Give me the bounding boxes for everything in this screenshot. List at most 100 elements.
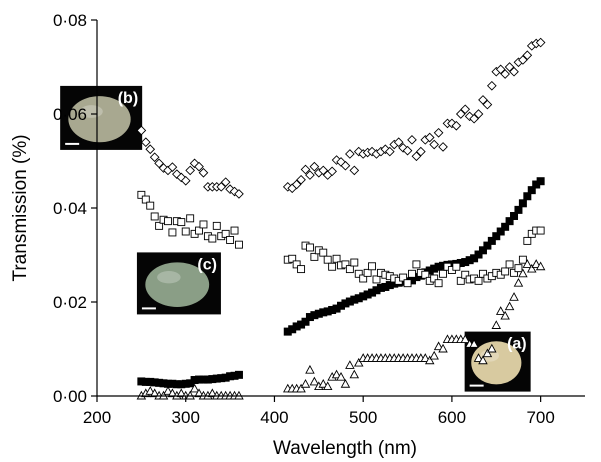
data-point <box>509 66 519 77</box>
data-point <box>208 234 217 243</box>
x-tick-label: 700 <box>526 408 554 427</box>
data-point <box>146 201 155 210</box>
data-point <box>535 261 546 271</box>
data-point <box>478 246 487 255</box>
egg-inset-c: (c) <box>136 252 221 315</box>
data-point <box>136 125 147 136</box>
data-point <box>381 282 390 291</box>
data-point <box>292 260 301 269</box>
data-point <box>322 381 333 391</box>
data-point <box>305 170 315 180</box>
data-point <box>359 292 368 301</box>
data-point <box>522 50 533 61</box>
data-point <box>376 283 385 292</box>
data-point <box>332 254 341 263</box>
data-point <box>167 162 178 172</box>
data-point <box>505 260 514 269</box>
data-point <box>425 266 434 275</box>
data-point <box>181 227 190 236</box>
data-point <box>336 371 346 381</box>
data-point <box>172 169 182 179</box>
data-point <box>500 69 510 79</box>
data-point <box>504 301 515 311</box>
data-point <box>510 211 519 220</box>
data-point <box>354 294 363 303</box>
egg-image <box>471 341 522 385</box>
data-point <box>429 350 439 360</box>
ticks: 200 300 400 500 600 700 0·00 0·02 0·04 0·06 0·08 <box>53 11 555 427</box>
data-point <box>447 260 456 269</box>
data-point <box>518 255 527 264</box>
data-point <box>155 221 164 230</box>
data-point <box>172 380 181 389</box>
data-point <box>327 166 337 177</box>
data-point <box>411 151 422 162</box>
data-point <box>393 137 404 148</box>
data-point <box>495 64 506 75</box>
data-point <box>527 263 537 273</box>
data-point <box>451 120 462 131</box>
data-point <box>212 221 221 230</box>
data-point <box>309 161 320 172</box>
data-point <box>318 379 329 388</box>
data-point <box>149 388 160 398</box>
data-point <box>145 144 156 155</box>
y-tick-label: 0·08 <box>53 11 87 30</box>
data-point <box>483 241 492 250</box>
data-point <box>199 375 208 384</box>
data-point <box>501 267 510 276</box>
data-point <box>518 199 527 208</box>
data-point <box>150 212 159 221</box>
data-point <box>234 189 244 199</box>
data-point <box>353 357 364 367</box>
data-point <box>186 379 195 388</box>
data-point <box>146 377 155 386</box>
data-point <box>150 378 159 387</box>
data-point <box>416 146 426 157</box>
data-point <box>349 369 360 379</box>
data-point <box>140 137 151 148</box>
data-point <box>296 383 306 393</box>
x-tick-label: 500 <box>349 408 377 427</box>
egg-highlight <box>157 271 181 284</box>
data-point <box>292 322 301 331</box>
data-point <box>300 379 311 388</box>
data-point <box>234 390 244 400</box>
data-point <box>137 190 146 199</box>
data-point <box>439 269 447 278</box>
data-point <box>328 305 337 314</box>
data-point <box>168 379 177 388</box>
data-point <box>522 259 533 268</box>
data-point <box>323 307 332 316</box>
data-point <box>297 265 306 274</box>
data-point <box>331 369 342 379</box>
data-point <box>408 269 416 278</box>
data-points <box>136 37 546 400</box>
egg-inset-a: (a) <box>464 331 531 392</box>
data-point <box>420 353 431 362</box>
data-point <box>216 182 227 192</box>
data-point <box>492 232 501 241</box>
data-point <box>501 222 510 231</box>
data-point <box>220 177 231 187</box>
data-point <box>482 348 493 358</box>
data-point <box>301 317 310 326</box>
data-point <box>478 95 488 105</box>
data-point <box>203 375 212 384</box>
data-point <box>363 290 372 299</box>
data-point <box>340 379 351 388</box>
data-point <box>456 276 465 285</box>
data-point <box>350 258 359 267</box>
data-point <box>412 260 421 269</box>
data-point <box>155 378 164 387</box>
data-point <box>180 175 191 186</box>
data-point <box>412 273 421 282</box>
data-point <box>433 127 444 138</box>
data-point <box>372 275 381 284</box>
data-point <box>319 248 328 257</box>
data-point <box>460 334 470 344</box>
data-point <box>300 164 311 175</box>
data-point <box>319 308 328 317</box>
data-point <box>234 370 243 379</box>
data-point <box>345 149 355 159</box>
